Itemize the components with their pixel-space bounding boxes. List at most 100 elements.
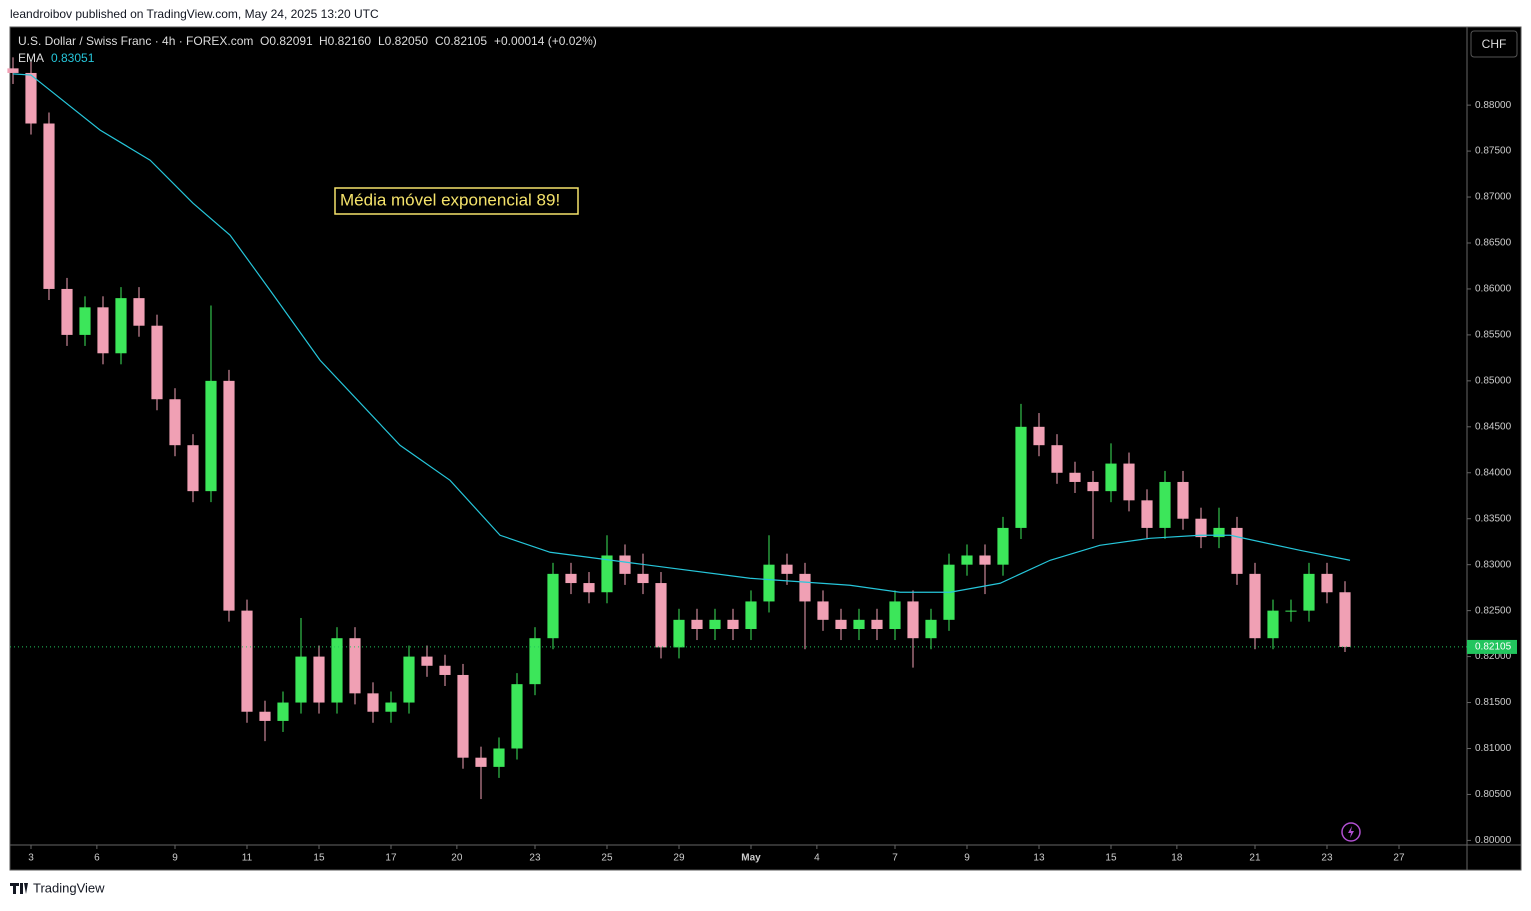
y-tick-label: 0.84000 [1475,467,1512,478]
x-tick-label: 15 [313,853,325,864]
candle-body [1141,500,1153,528]
candle-body [439,665,451,675]
candle-body [979,555,991,565]
candle-body [1285,610,1297,612]
candle-body [763,564,775,602]
candle-body [997,527,1009,565]
candle-body [871,619,883,630]
candle-body [367,693,379,712]
y-tick-label: 0.86000 [1475,284,1512,295]
x-tick-label: May [741,853,761,864]
candle-body [115,298,127,354]
candle-body [1159,481,1171,528]
x-tick-label: 29 [673,853,685,864]
candle-body [511,684,523,749]
candle-body [709,619,721,630]
x-tick-label: 11 [242,853,253,864]
x-tick-label: 20 [451,853,463,864]
candle-body [781,564,793,574]
candle-body [673,619,685,648]
plot [7,57,1467,800]
candle-body [1033,426,1045,446]
candle-body [151,325,163,400]
candle-body [79,307,91,335]
x-tick-label: 18 [1171,853,1183,864]
candle-body [637,573,649,584]
x-tick-label: 21 [1249,853,1261,864]
y-tick-label: 0.83000 [1475,559,1512,570]
candle-body [817,601,829,620]
ema-name: EMA [18,51,44,65]
legend-low: L0.82050 [378,34,428,48]
candle-body [907,601,919,639]
last-price-tag [1467,639,1517,654]
y-tick-label: 0.82500 [1475,605,1512,616]
candle-body [43,123,55,289]
legend-close: C0.82105 [435,34,487,48]
candle-body [1213,527,1225,538]
candle-body [1339,592,1351,647]
legend-high: H0.82160 [319,34,371,48]
candle-body [799,573,811,602]
legend-open: O0.82091 [260,34,313,48]
x-tick-label: 7 [892,853,898,864]
last-price-label: 0.82105 [1475,642,1512,653]
candle-body [601,555,613,593]
x-tick-label: 4 [814,853,820,864]
candle-body [1303,573,1315,611]
y-tick-label: 0.84500 [1475,421,1512,432]
x-tick-label: 13 [1033,853,1045,864]
candle-body [475,757,487,767]
candle-body [1195,518,1207,538]
candle-body [493,748,505,767]
y-tick-label: 0.86500 [1475,238,1512,249]
candle-body [925,619,937,639]
x-tick-label: 9 [964,853,970,864]
candle-body [1069,472,1081,482]
candle-body [691,619,703,630]
y-tick-label: 0.87500 [1475,146,1512,157]
y-tick-label: 0.81000 [1475,743,1512,754]
candle-body [187,445,199,492]
candle-body [1015,426,1027,528]
candle-body [403,656,415,703]
currency: CHF [1482,37,1507,51]
candle-body [97,307,109,354]
chart-frame [9,26,1522,871]
candle-body [745,601,757,630]
annotation: Média móvel exponencial 89! [340,190,560,209]
x-tick-label: 27 [1393,853,1405,864]
candle-body [169,399,181,446]
x-tick-label: 3 [28,853,34,864]
y-tick-label: 0.88000 [1475,100,1512,111]
candle-body [223,380,235,611]
candle-body [727,619,739,630]
candle-body [7,68,19,73]
candle-body [853,619,865,630]
legend-change: +0.00014 (+0.02%) [494,34,597,48]
x-tick-label: 9 [172,853,178,864]
candle-body [61,288,73,335]
candle-body [961,555,973,565]
candle-body [241,610,253,712]
currency-button[interactable] [1470,30,1518,58]
alert-icon[interactable] [1341,822,1361,842]
alert-bolt [1348,826,1354,838]
candle-body [1249,573,1261,639]
candle-body [205,380,217,492]
candle-body [295,656,307,703]
candle-body [1231,527,1243,574]
candle-body [1177,481,1189,519]
candle-body [1267,610,1279,639]
x-tick-label: 17 [385,853,397,864]
y-tick-label: 0.82000 [1475,651,1512,662]
candle-body [421,656,433,666]
candle-body [349,638,361,694]
y-tick-label: 0.87000 [1475,192,1512,203]
published-note: leandroibov published on TradingView.com… [10,7,379,21]
x-tick-label: 23 [1321,853,1333,864]
ema-line [12,73,1351,593]
candle-body [1087,481,1099,492]
y-tick-label: 0.85000 [1475,375,1512,386]
